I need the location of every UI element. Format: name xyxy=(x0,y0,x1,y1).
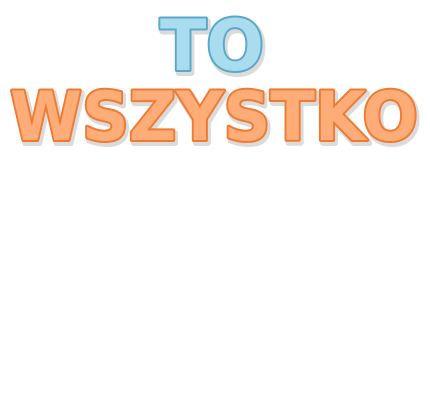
title-graphic: TO WSZYSTKO TO WSZYSTKO xyxy=(0,0,430,160)
title-line2: WSZYSTKO xyxy=(10,78,418,157)
title-svg: TO WSZYSTKO TO WSZYSTKO xyxy=(8,3,423,160)
title-line1: TO xyxy=(160,5,264,87)
title-line1-shadow: TO xyxy=(162,8,266,90)
title-line2-shadow: WSZYSTKO xyxy=(12,81,420,160)
